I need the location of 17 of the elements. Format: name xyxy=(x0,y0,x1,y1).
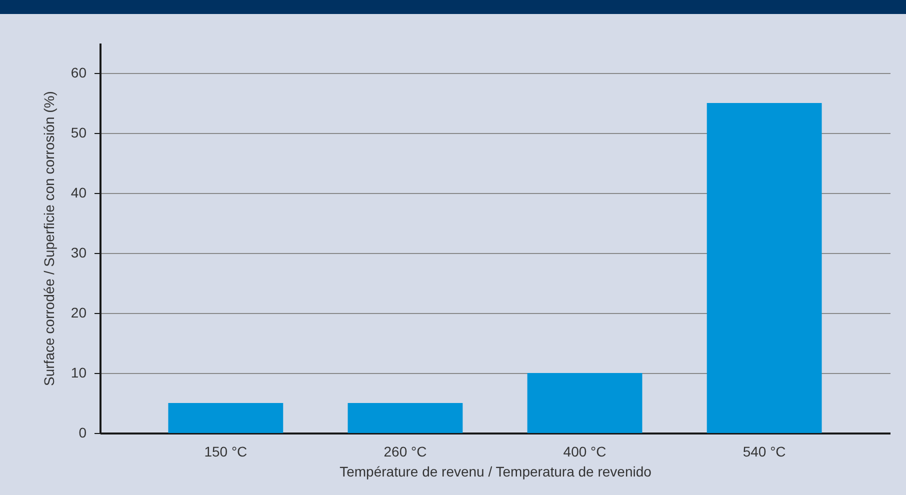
x-tick-label: 400 °C xyxy=(563,444,606,460)
bar xyxy=(706,103,822,433)
x-tick-label: 540 °C xyxy=(742,444,786,460)
x-axis-title: Température de revenu / Temperatura de revenido xyxy=(340,464,652,480)
bar xyxy=(527,373,642,433)
x-tick-label: 150 °C xyxy=(204,444,248,460)
y-tick-label: 20 xyxy=(70,304,87,320)
y-tick-label: 10 xyxy=(70,364,87,380)
y-tick-label: 60 xyxy=(70,64,87,80)
x-tick-label: 260 °C xyxy=(384,444,427,460)
y-tick-label: 50 xyxy=(70,124,87,140)
y-axis-title: Surface corrodée / Superficie con corrosión (%) xyxy=(40,91,57,386)
y-tick-label: 30 xyxy=(70,244,87,260)
bar xyxy=(168,403,284,433)
y-tick-label: 40 xyxy=(70,184,87,200)
y-tick-label: 0 xyxy=(78,424,87,440)
bar xyxy=(348,403,463,433)
